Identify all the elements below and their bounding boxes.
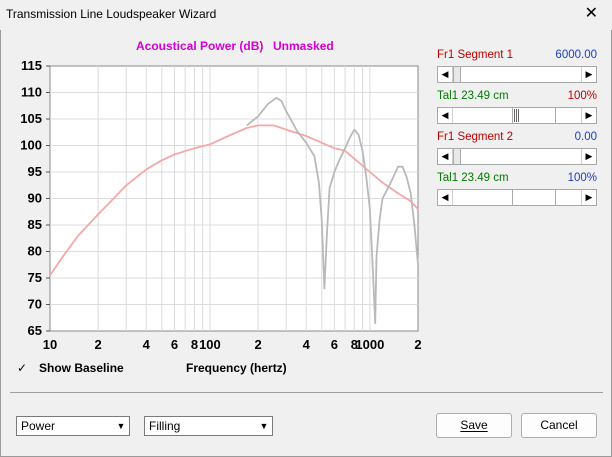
title-bar: Transmission Line Loudspeaker Wizard ✕ — [0, 0, 612, 30]
scroll-left-icon[interactable]: ◀ — [438, 67, 453, 82]
y-tick-label: 80 — [28, 244, 42, 259]
segment-2-length-label: Tal1 23.49 cm — [437, 172, 509, 184]
x-tick-label: 8 — [351, 337, 358, 352]
segment-1-frequency-value: 6000.00 — [555, 49, 597, 61]
x-tick-label: 6 — [171, 337, 178, 352]
window-title: Transmission Line Loudspeaker Wizard — [6, 7, 217, 21]
segment-1-frequency-scrollbar[interactable]: ◀ ▶ — [437, 66, 597, 83]
segment-2-length-value: 100% — [567, 172, 597, 184]
segment-1-length-value: 100% — [567, 90, 597, 102]
segment-1-frequency-label: Fr1 Segment 1 — [437, 49, 514, 61]
save-button-label: Save — [460, 418, 488, 432]
segment-2-frequency-scrollbar[interactable]: ◀ ▶ — [437, 148, 597, 165]
y-tick-label: 75 — [28, 270, 42, 285]
scroll-thumb-grip — [514, 109, 520, 122]
frequency-response-chart: Acoustical Power (dB) Unmasked 65 70 75 80 8… — [20, 39, 422, 352]
x-tick-label: 1000 — [355, 337, 384, 352]
scroll-thumb[interactable] — [512, 108, 556, 123]
series-line-2 — [246, 96, 419, 324]
view-select[interactable]: Power ▼ — [16, 416, 130, 436]
cancel-button[interactable]: Cancel — [521, 413, 597, 438]
x-tick-label: 2 — [95, 337, 102, 352]
series-line-1 — [49, 124, 419, 276]
scroll-right-icon[interactable]: ▶ — [581, 149, 596, 164]
show-baseline-label[interactable]: Show Baseline — [39, 361, 124, 375]
y-tick-label: 70 — [28, 297, 42, 312]
cancel-button-label: Cancel — [540, 418, 578, 432]
x-tick-label: 10 — [43, 337, 57, 352]
chevron-down-icon[interactable]: ▼ — [259, 421, 269, 431]
scroll-thumb[interactable] — [512, 190, 556, 205]
x-axis-label: Frequency (hertz) — [186, 361, 287, 375]
y-tick-label: 115 — [21, 58, 42, 73]
save-button[interactable]: Save — [436, 413, 512, 438]
scroll-thumb[interactable] — [453, 67, 461, 82]
segment-type-select-value: Filling — [149, 419, 181, 433]
chevron-down-icon[interactable]: ▼ — [116, 421, 126, 431]
y-tick-label: 110 — [21, 85, 42, 100]
scroll-thumb[interactable] — [453, 149, 461, 164]
divider — [10, 392, 603, 393]
x-tick-label: 8 — [191, 337, 198, 352]
x-tick-label: 4 — [303, 337, 311, 352]
segment-1-length-scrollbar[interactable]: ◀ ▶ — [437, 107, 597, 124]
segment-2-length-scrollbar[interactable]: ◀ ▶ — [437, 189, 597, 206]
segment-2-frequency-label: Fr1 Segment 2 — [437, 131, 514, 143]
show-baseline-checkbox[interactable]: ✓ — [17, 361, 28, 375]
x-tick-label: 2 — [414, 337, 421, 352]
chart-title: Acoustical Power (dB) — [136, 39, 263, 53]
x-tick-label: 2 — [254, 337, 261, 352]
scroll-right-icon[interactable]: ▶ — [581, 108, 596, 123]
scroll-left-icon[interactable]: ◀ — [438, 149, 453, 164]
series-lines — [49, 96, 419, 324]
y-tick-label: 100 — [20, 138, 42, 153]
scroll-left-icon[interactable]: ◀ — [438, 108, 453, 123]
y-tick-label: 105 — [20, 111, 42, 126]
y-tick-label: 65 — [28, 323, 42, 338]
grid-lines — [50, 66, 418, 331]
x-tick-label: 4 — [143, 337, 151, 352]
y-tick-label: 85 — [28, 217, 42, 232]
scroll-right-icon[interactable]: ▶ — [581, 190, 596, 205]
chart-subtitle: Unmasked — [273, 39, 334, 53]
y-tick-label: 95 — [28, 164, 42, 179]
window-border-left — [0, 30, 1, 457]
scroll-left-icon[interactable]: ◀ — [438, 190, 453, 205]
segment-type-select[interactable]: Filling ▼ — [144, 416, 273, 436]
y-tick-label: 90 — [28, 191, 42, 206]
y-axis-ticks: 65 70 75 80 85 90 95 100 105 110 115 — [20, 58, 50, 338]
view-select-value: Power — [21, 419, 56, 433]
segment-1-length-label: Tal1 23.49 cm — [437, 90, 509, 102]
x-tick-label: 100 — [199, 337, 221, 352]
close-icon[interactable]: ✕ — [584, 5, 598, 22]
segment-2-frequency-value: 0.00 — [574, 131, 597, 143]
scroll-right-icon[interactable]: ▶ — [581, 67, 596, 82]
x-tick-label: 6 — [331, 337, 338, 352]
